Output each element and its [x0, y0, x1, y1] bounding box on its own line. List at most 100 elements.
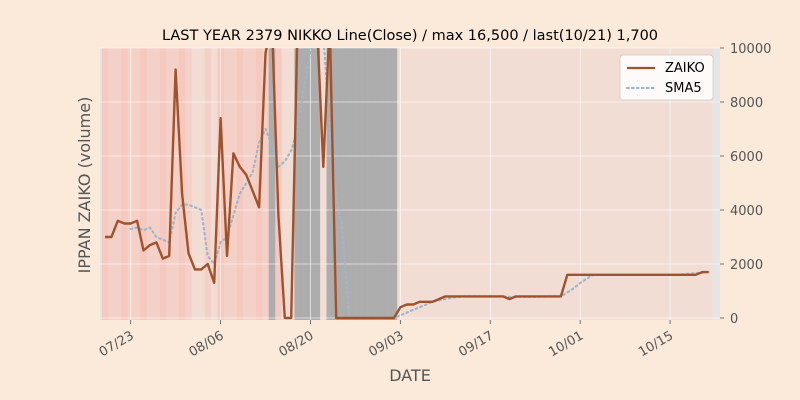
- background-band: [300, 48, 308, 320]
- background-band: [371, 48, 379, 320]
- background-band: [499, 48, 507, 320]
- background-band: [166, 48, 173, 320]
- y-tick-label: 4000: [730, 204, 763, 219]
- x-tick-label: 08/20: [277, 328, 317, 360]
- background-band: [692, 48, 700, 320]
- series-lines: [105, 48, 710, 320]
- background-band: [275, 48, 283, 320]
- background-band: [345, 48, 353, 320]
- background-band: [140, 48, 148, 320]
- background-band: [525, 48, 533, 320]
- background-band: [429, 48, 437, 320]
- background-band: [602, 48, 610, 320]
- y-axis-label: IPPAN ZAIKO (volume): [75, 97, 94, 274]
- background-band: [403, 48, 411, 320]
- x-axis-label: DATE: [389, 366, 431, 385]
- background-band: [108, 48, 116, 320]
- legend-label-sma5: SMA5: [665, 81, 702, 96]
- background-band: [223, 48, 231, 320]
- background-band: [686, 48, 694, 320]
- background-band: [435, 48, 443, 320]
- background-band: [506, 48, 514, 320]
- background-band: [698, 48, 706, 320]
- background-band: [294, 48, 302, 320]
- y-tick-label: 8000: [730, 96, 763, 111]
- background-band: [448, 48, 456, 320]
- background-band: [532, 48, 539, 320]
- background-band: [557, 48, 565, 320]
- background-band: [705, 48, 713, 320]
- background-band: [262, 48, 270, 320]
- background-band: [596, 48, 604, 320]
- background-band: [628, 48, 636, 320]
- background-band: [172, 48, 180, 320]
- background-band: [384, 48, 392, 320]
- background-band: [641, 48, 649, 320]
- background-band: [467, 48, 475, 320]
- background-band: [621, 48, 629, 320]
- background-band: [146, 48, 154, 320]
- background-band: [589, 48, 597, 320]
- background-band: [422, 48, 430, 320]
- background-band: [191, 48, 199, 320]
- background-band: [101, 48, 109, 320]
- background-band: [358, 48, 366, 320]
- background-band: [320, 48, 328, 320]
- background-band: [410, 48, 417, 320]
- background-band: [679, 48, 687, 320]
- y-tick-label: 6000: [730, 150, 763, 165]
- background-band: [121, 48, 129, 320]
- background-band: [332, 48, 340, 320]
- background-band: [390, 48, 398, 320]
- x-tick-label: 07/23: [97, 328, 137, 360]
- background-band: [454, 48, 462, 320]
- background-band: [442, 48, 450, 320]
- background-band: [615, 48, 623, 320]
- background-band: [281, 48, 289, 320]
- background-band: [352, 48, 360, 320]
- background-band: [204, 48, 212, 320]
- x-tick-label: 09/03: [366, 328, 406, 360]
- background-band: [647, 48, 655, 320]
- x-tick-label: 10/15: [636, 328, 676, 360]
- x-tick-label: 08/06: [187, 328, 227, 360]
- background-band: [673, 48, 681, 320]
- background-band: [210, 48, 218, 320]
- background-band: [153, 48, 161, 320]
- y-axis-ticks: 0 2000 4000 6000 8000 10000: [720, 42, 771, 327]
- y-tick-label: 2000: [730, 258, 763, 273]
- background-band: [230, 48, 238, 320]
- y-tick-label: 10000: [730, 42, 771, 57]
- legend-label-zaiko: ZAIKO: [665, 61, 705, 76]
- x-tick-label: 10/01: [546, 328, 586, 360]
- background-band: [461, 48, 469, 320]
- background-band: [268, 48, 276, 320]
- background-band: [198, 48, 206, 320]
- background-band: [249, 48, 257, 320]
- background-band: [339, 48, 347, 320]
- background-band: [159, 48, 167, 320]
- series-line-zaiko: [105, 48, 709, 320]
- x-axis-ticks: 07/23 08/06 08/20 09/03 09/17 10/01 10/15: [97, 320, 676, 360]
- y-tick-label: 0: [730, 312, 738, 327]
- background-band: [493, 48, 501, 320]
- background-band: [133, 48, 141, 320]
- background-band: [660, 48, 668, 320]
- background-band: [313, 48, 321, 320]
- background-band: [185, 48, 193, 320]
- background-band: [654, 48, 661, 320]
- x-tick-label: 09/17: [456, 328, 496, 360]
- legend: ZAIKO SMA5: [619, 54, 714, 101]
- chart-title: LAST YEAR 2379 NIKKO Line(Close) / max 1…: [162, 28, 658, 44]
- background-band: [564, 48, 572, 320]
- background-band: [583, 48, 591, 320]
- background-band: [416, 48, 424, 320]
- background-band: [326, 48, 334, 320]
- background-band: [551, 48, 559, 320]
- background-band: [634, 48, 642, 320]
- background-band: [114, 48, 122, 320]
- background-band: [519, 48, 527, 320]
- background-band: [609, 48, 617, 320]
